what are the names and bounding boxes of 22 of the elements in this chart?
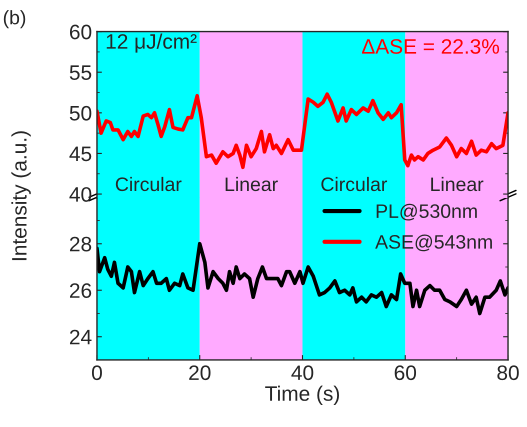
x-tick-label: 80	[497, 365, 519, 380]
x-tick-label: 60	[394, 365, 416, 380]
y-tick-label: 40	[69, 187, 92, 202]
text: (b)	[4, 10, 26, 28]
y-tick-label: 55	[70, 65, 92, 80]
band-label: Linear	[226, 176, 278, 192]
annotation: 12 μJ/cm²	[106, 34, 197, 53]
y-tick-label: 60	[70, 24, 92, 40]
y-tick-label: 28	[70, 236, 92, 252]
y-axis-title: Intensity (a.u.)	[11, 131, 31, 260]
y-tick-label: 50	[70, 106, 92, 121]
line-series	[96, 92, 508, 170]
x-tick-label: 20	[189, 365, 211, 380]
x-axis-title: Time (s)	[265, 386, 340, 406]
band-label: Circular	[321, 176, 388, 192]
y-tick-label: 24	[70, 330, 92, 344]
y-tick-label: 45	[69, 146, 92, 162]
band-label: Linear	[431, 176, 484, 192]
x-tick-label: 40	[291, 365, 314, 380]
band-label: Circular	[116, 176, 182, 192]
x-tick-label: 0	[92, 365, 102, 380]
y-tick-label: 26	[70, 283, 92, 298]
